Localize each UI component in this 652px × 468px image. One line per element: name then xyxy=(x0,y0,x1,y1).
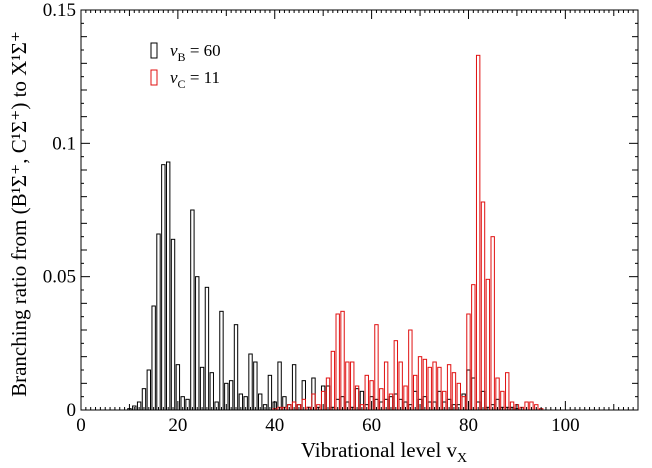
bar-vc-67 xyxy=(403,385,408,411)
y-axis-ticks: 0 0.05 0.1 0.15 xyxy=(43,0,638,421)
bar-vc-86 xyxy=(495,377,500,411)
bar-vb-44 xyxy=(291,364,297,411)
y-tick-label-0: 0 xyxy=(67,400,77,421)
bar-vc-63 xyxy=(383,361,389,411)
bar-vb-16 xyxy=(156,233,161,411)
bar-vc-71 xyxy=(422,358,428,411)
bar-vb-13 xyxy=(141,388,147,411)
bar-vc-54 xyxy=(340,310,345,411)
bar-vb-27 xyxy=(209,372,214,411)
bar-vb-18 xyxy=(165,161,171,411)
bar-vc-70 xyxy=(417,356,423,411)
bar-vb-14 xyxy=(146,369,152,411)
bar-vb-46 xyxy=(301,380,306,411)
bar-vb-81 xyxy=(471,377,476,411)
x-axis-title: Vibrational level vX xyxy=(301,438,467,466)
bar-vb-15 xyxy=(151,305,156,411)
bar-vb-23 xyxy=(190,209,195,411)
y-tick-label-1: 0.05 xyxy=(43,267,76,288)
bar-vc-66 xyxy=(398,361,403,411)
bar-vc-78 xyxy=(456,382,461,411)
bar-vc-53 xyxy=(335,313,340,411)
bar-vc-76 xyxy=(446,364,452,411)
bar-vc-85 xyxy=(490,236,495,411)
x-axis-title-subscript: X xyxy=(457,451,467,466)
bar-vc-68 xyxy=(408,329,413,411)
legend-swatch-vb xyxy=(150,42,158,59)
bar-vc-55 xyxy=(345,361,350,411)
legend: vB = 60 vC = 11 xyxy=(150,41,221,91)
bar-vb-29 xyxy=(219,310,224,411)
bar-vc-52 xyxy=(330,350,336,411)
legend-label-vb: vB = 60 xyxy=(170,41,221,64)
bar-vb-41 xyxy=(277,361,282,411)
bar-vb-57 xyxy=(354,388,360,411)
bar-vc-51 xyxy=(325,377,331,411)
x-tick-label-40: 40 xyxy=(265,415,284,436)
bar-vc-57 xyxy=(354,385,360,411)
y-tick-label-2: 0.1 xyxy=(52,133,76,154)
bar-vc-69 xyxy=(413,374,418,411)
bar-vc-80 xyxy=(466,313,471,411)
bar-vc-74 xyxy=(437,366,442,411)
x-tick-label-80: 80 xyxy=(459,415,478,436)
bar-vb-26 xyxy=(204,286,210,411)
bar-vb-25 xyxy=(199,366,205,411)
legend-swatch-vc xyxy=(150,69,158,86)
legend-label-vc: vC = 11 xyxy=(170,68,220,91)
bar-vb-51 xyxy=(325,385,331,411)
x-tick-label-100: 100 xyxy=(551,415,580,436)
x-tick-label-20: 20 xyxy=(168,415,187,436)
x-tick-label-0: 0 xyxy=(76,415,86,436)
bar-vc-73 xyxy=(432,361,437,411)
bar-vb-31 xyxy=(228,380,234,411)
series-vb-bars xyxy=(127,161,520,411)
y-axis-title: Branching ratio from (B¹Σ⁺, C¹Σ⁺) to X¹Σ… xyxy=(7,31,31,397)
bar-vb-36 xyxy=(253,361,258,411)
bar-vb-19 xyxy=(170,238,176,411)
bar-vc-82 xyxy=(475,54,481,411)
series-vc-bars xyxy=(272,54,544,411)
bar-vb-35 xyxy=(248,353,253,411)
bar-vc-56 xyxy=(350,361,355,411)
x-axis-ticks: 0 20 40 60 80 100 xyxy=(76,10,639,436)
bar-vc-81 xyxy=(471,284,476,411)
bar-vb-39 xyxy=(267,374,273,411)
bar-vb-24 xyxy=(195,276,200,411)
bar-vc-72 xyxy=(427,366,432,411)
bar-vc-83 xyxy=(480,201,486,411)
x-tick-label-60: 60 xyxy=(362,415,381,436)
bar-vc-84 xyxy=(485,278,491,411)
y-tick-label-3: 0.15 xyxy=(43,0,76,21)
bar-vc-65 xyxy=(393,340,399,411)
bar-vb-32 xyxy=(233,324,239,411)
bar-vc-88 xyxy=(505,372,510,411)
bar-vb-17 xyxy=(161,164,166,411)
bar-vc-62 xyxy=(379,388,384,411)
bar-vc-61 xyxy=(374,324,379,411)
